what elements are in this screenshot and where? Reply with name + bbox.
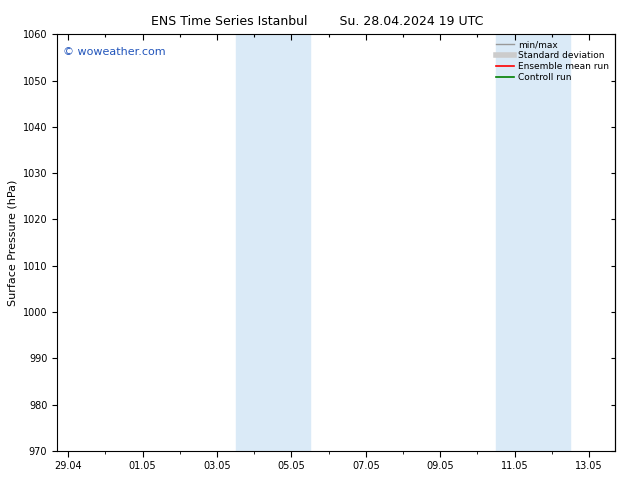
- Bar: [496, 34, 571, 451]
- Y-axis label: Surface Pressure (hPa): Surface Pressure (hPa): [7, 179, 17, 306]
- Text: ENS Time Series Istanbul        Su. 28.04.2024 19 UTC: ENS Time Series Istanbul Su. 28.04.2024 …: [151, 15, 483, 28]
- Bar: [236, 34, 310, 451]
- Legend: min/max, Standard deviation, Ensemble mean run, Controll run: min/max, Standard deviation, Ensemble me…: [494, 39, 611, 84]
- Text: © woweather.com: © woweather.com: [63, 47, 165, 57]
